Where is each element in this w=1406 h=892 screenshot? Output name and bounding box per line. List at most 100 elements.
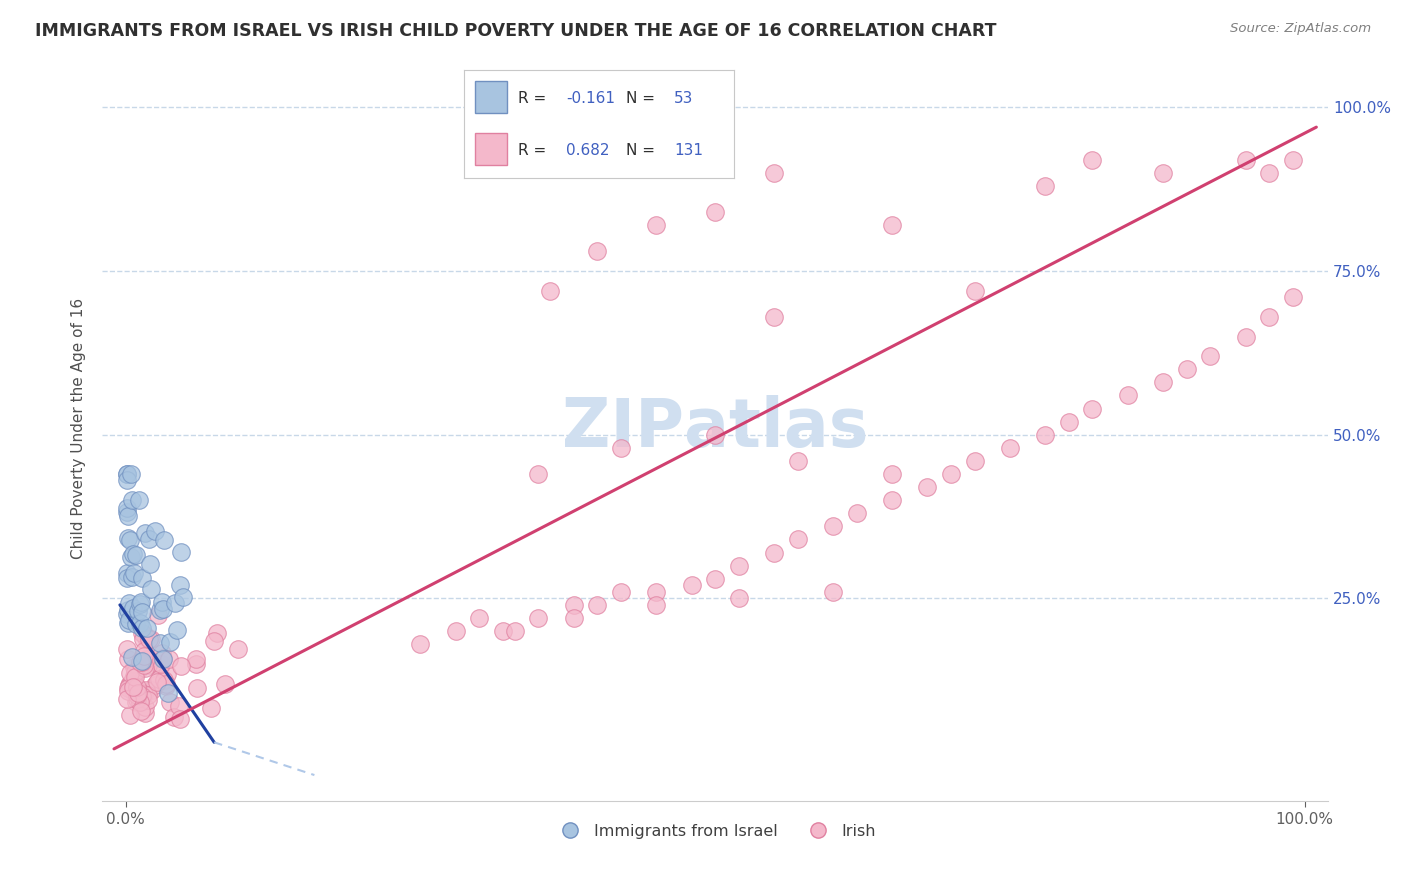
Y-axis label: Child Poverty Under the Age of 16: Child Poverty Under the Age of 16 — [72, 298, 86, 558]
Point — [135, 651, 157, 665]
Point — [214, 677, 236, 691]
Point — [124, 617, 146, 632]
Point — [121, 680, 143, 694]
Point — [170, 544, 193, 558]
Point — [917, 480, 939, 494]
Point — [645, 584, 668, 599]
Point — [586, 598, 609, 612]
Point — [131, 656, 153, 670]
Point — [156, 686, 179, 700]
Point — [704, 427, 727, 442]
Point — [939, 467, 962, 481]
Point — [1033, 427, 1056, 442]
Point — [128, 597, 150, 611]
Point — [125, 663, 148, 677]
Point — [134, 661, 156, 675]
Point — [122, 566, 145, 580]
Point — [156, 666, 179, 681]
Point — [148, 672, 170, 686]
Point — [131, 654, 153, 668]
Point — [538, 284, 561, 298]
Point — [117, 603, 139, 617]
Point — [527, 611, 550, 625]
Point — [186, 681, 208, 695]
Point — [880, 467, 903, 481]
Point — [139, 557, 162, 571]
Point — [155, 676, 177, 690]
Point — [727, 591, 749, 606]
Point — [115, 607, 138, 622]
Point — [141, 682, 163, 697]
Point — [136, 657, 159, 672]
Point — [134, 648, 156, 663]
Point — [149, 659, 172, 673]
Point — [1199, 349, 1222, 363]
Point — [131, 621, 153, 635]
Point — [139, 632, 162, 647]
Point — [645, 598, 668, 612]
Point — [963, 284, 986, 298]
Text: Source: ZipAtlas.com: Source: ZipAtlas.com — [1230, 22, 1371, 36]
Point — [121, 674, 143, 689]
Point — [117, 683, 139, 698]
Point — [132, 632, 155, 647]
Point — [184, 652, 207, 666]
Point — [131, 626, 153, 640]
Point — [136, 621, 159, 635]
Point — [117, 571, 139, 585]
Point — [1057, 415, 1080, 429]
Point — [115, 501, 138, 516]
Point — [117, 531, 139, 545]
Point — [135, 683, 157, 698]
Point — [139, 582, 162, 597]
Point — [163, 709, 186, 723]
Point — [128, 492, 150, 507]
Point — [610, 584, 633, 599]
Point — [128, 616, 150, 631]
Point — [1281, 290, 1303, 304]
Point — [120, 467, 142, 481]
Point — [527, 467, 550, 481]
Point — [1258, 310, 1281, 324]
Legend: Immigrants from Israel, Irish: Immigrants from Israel, Irish — [548, 818, 883, 846]
Point — [134, 700, 156, 714]
Point — [120, 533, 142, 548]
Point — [136, 688, 159, 702]
Point — [127, 686, 149, 700]
Point — [121, 683, 143, 698]
Point — [115, 467, 138, 481]
Point — [1234, 329, 1257, 343]
Point — [202, 634, 225, 648]
Point — [118, 677, 141, 691]
Point — [1175, 362, 1198, 376]
Point — [122, 547, 145, 561]
Point — [1081, 401, 1104, 416]
Point — [409, 637, 432, 651]
Point — [131, 689, 153, 703]
Point — [821, 519, 844, 533]
Point — [1033, 179, 1056, 194]
Point — [131, 571, 153, 585]
Point — [786, 533, 808, 547]
Point — [132, 687, 155, 701]
Text: IMMIGRANTS FROM ISRAEL VS IRISH CHILD POVERTY UNDER THE AGE OF 16 CORRELATION CH: IMMIGRANTS FROM ISRAEL VS IRISH CHILD PO… — [35, 22, 997, 40]
Point — [149, 636, 172, 650]
Point — [131, 595, 153, 609]
Point — [786, 454, 808, 468]
Point — [166, 623, 188, 637]
Point — [117, 678, 139, 692]
Point — [125, 688, 148, 702]
Point — [763, 545, 786, 559]
Point — [136, 692, 159, 706]
Point — [998, 441, 1021, 455]
Point — [1081, 153, 1104, 167]
Point — [763, 310, 786, 324]
Point — [145, 524, 167, 539]
Point — [727, 558, 749, 573]
Point — [138, 632, 160, 647]
Point — [146, 675, 169, 690]
Point — [117, 692, 139, 706]
Point — [226, 642, 249, 657]
Point — [150, 646, 173, 660]
Point — [1152, 166, 1174, 180]
